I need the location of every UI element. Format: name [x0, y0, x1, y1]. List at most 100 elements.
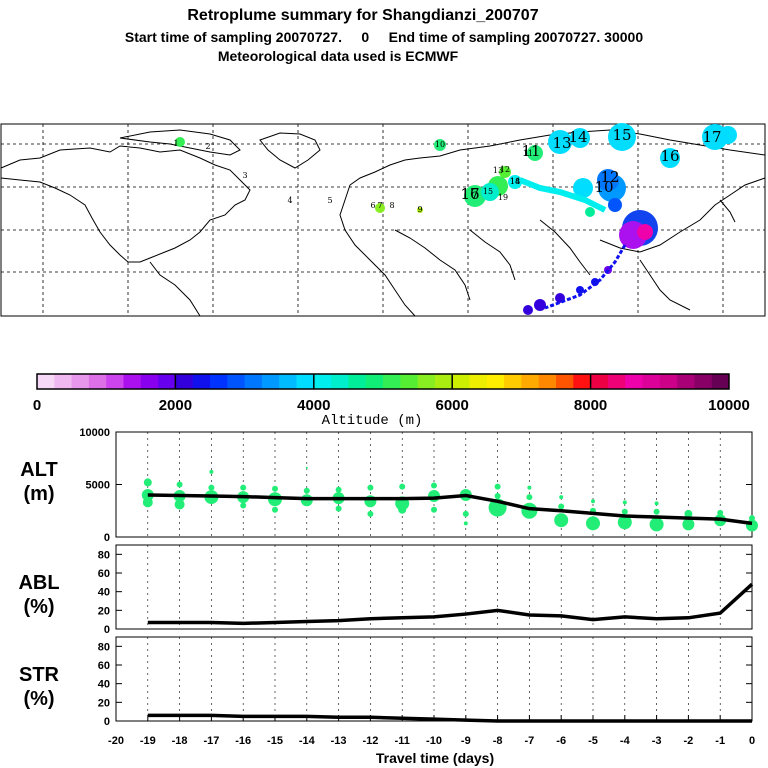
plume-point — [527, 485, 532, 490]
map-label: 12 — [600, 168, 619, 186]
x-tick-label: -3 — [652, 735, 662, 747]
plume-point — [272, 506, 278, 513]
colorbar-swatch — [88, 374, 107, 389]
map-label: 4 — [287, 196, 292, 205]
x-tick-label: -20 — [108, 735, 124, 747]
x-tick-label: -7 — [525, 735, 535, 747]
plume-point — [749, 515, 755, 522]
colorbar-swatch — [54, 374, 73, 389]
panel-label: ALT — [20, 459, 57, 481]
panel-label: STR — [19, 664, 60, 686]
x-tick-label: -1 — [715, 735, 725, 747]
coastlines — [0, 129, 766, 317]
map-label: 1 — [173, 139, 178, 148]
plume-point — [494, 493, 501, 500]
colorbar-swatch — [348, 374, 367, 389]
x-tick-label: 0 — [749, 735, 755, 747]
colorbar-swatch — [711, 374, 730, 389]
plume-point — [208, 484, 215, 491]
y-tick-label: 60 — [98, 568, 110, 580]
colorbar-swatch — [590, 374, 609, 389]
colorbar-swatch — [37, 374, 55, 389]
map-label: 11 — [523, 149, 533, 158]
x-tick-label: -8 — [493, 735, 503, 747]
map-label: 13 — [493, 166, 503, 175]
map-label: 17 — [460, 185, 479, 203]
x-tick-label: -9 — [461, 735, 471, 747]
colorbar-swatch — [313, 374, 332, 389]
colorbar-tick: 4000 — [297, 397, 330, 414]
colorbar-swatch — [192, 374, 211, 389]
map-label: 10 — [435, 140, 445, 149]
colorbar-swatch — [140, 374, 159, 389]
colorbar-swatch — [383, 374, 401, 389]
map-label: 16 — [460, 185, 479, 203]
colorbar-swatch — [106, 374, 124, 389]
x-tick-label: -17 — [203, 735, 219, 747]
y-tick-label: 40 — [98, 679, 110, 691]
map-label: 9 — [417, 205, 422, 214]
plume-point — [586, 516, 600, 531]
x-tick-label: -14 — [299, 735, 316, 747]
plume-point — [617, 515, 632, 530]
plume-point — [398, 505, 407, 514]
colorbar-swatch — [607, 374, 626, 389]
map-label: 11 — [521, 142, 540, 160]
colorbar-swatch — [469, 374, 488, 389]
map-label: 3 — [242, 171, 247, 180]
plume-point — [554, 513, 569, 528]
panel-unit: (%) — [23, 688, 54, 710]
colorbar-swatch — [659, 374, 678, 389]
colorbar-swatch — [694, 374, 713, 389]
x-axis-label: Travel time (days) — [376, 750, 494, 766]
x-tick-label: -4 — [620, 735, 631, 747]
colorbar-tick: 8000 — [574, 397, 607, 414]
plume-point — [559, 495, 564, 500]
title-line1: Retroplume summary for Shangdianzi_20070… — [187, 7, 538, 24]
map-label: 18 — [510, 177, 520, 186]
colorbar-swatch — [556, 374, 574, 389]
map-label: 7 — [377, 201, 382, 210]
plume-point — [649, 517, 664, 532]
y-tick-label: 20 — [98, 605, 110, 617]
series-line-alt — [147, 493, 753, 526]
colorbar-swatch — [210, 374, 228, 389]
y-tick-label: 5000 — [86, 480, 110, 492]
timeseries-panels: 0500010000ALT(m)020406080ABL(%)020406080… — [18, 427, 758, 747]
x-tick-label: -19 — [140, 735, 156, 747]
colorbar-tick: 2000 — [159, 397, 192, 414]
plume-point — [717, 509, 724, 516]
colorbar-swatch — [625, 374, 643, 389]
plume-point — [526, 494, 533, 501]
map-label: 8 — [389, 201, 394, 210]
plume-point — [303, 487, 310, 494]
colorbar-swatch — [677, 374, 695, 389]
plume-point — [621, 508, 628, 515]
map-label: 17 — [702, 128, 721, 146]
map-label: 14 — [510, 177, 520, 186]
y-tick-label: 80 — [98, 641, 110, 653]
colorbar-swatch — [244, 374, 263, 389]
colorbar-tick: 10000 — [708, 397, 750, 414]
x-tick-label: -13 — [331, 735, 347, 747]
map-label: 10 — [594, 178, 613, 196]
map-label: 16 — [660, 147, 679, 165]
y-tick-label: 0 — [104, 624, 110, 636]
title-line3: Meteorological data used is ECMWF — [218, 48, 459, 64]
plume-point — [174, 499, 185, 510]
map-label: 5 — [327, 196, 332, 205]
y-tick-label: 40 — [98, 587, 110, 599]
colorbar-tick: 0 — [33, 397, 41, 414]
plume-point — [240, 502, 247, 509]
map-label: 14 — [568, 128, 587, 146]
plume-point — [684, 509, 693, 518]
colorbar-swatch — [175, 374, 194, 389]
plume-point — [143, 478, 152, 487]
colorbar-swatch — [227, 374, 246, 389]
y-tick-label: 20 — [98, 697, 110, 709]
plume-point — [463, 521, 468, 526]
plume-point — [591, 499, 595, 504]
x-tick-label: -5 — [588, 735, 598, 747]
